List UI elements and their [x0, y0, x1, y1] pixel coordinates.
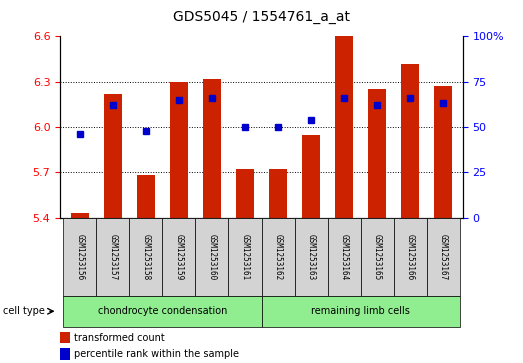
Text: GSM1253163: GSM1253163 [306, 234, 315, 280]
Text: cell type: cell type [3, 306, 44, 316]
Bar [262, 218, 294, 296]
Bar [96, 218, 130, 296]
Bar [71, 213, 89, 218]
Text: percentile rank within the sample: percentile rank within the sample [74, 349, 239, 359]
Bar [335, 36, 353, 218]
Bar [294, 218, 327, 296]
Bar [427, 218, 460, 296]
Bar [229, 218, 262, 296]
Text: transformed count: transformed count [74, 333, 165, 343]
Text: GDS5045 / 1554761_a_at: GDS5045 / 1554761_a_at [173, 9, 350, 24]
Bar [163, 218, 196, 296]
Text: GSM1253164: GSM1253164 [339, 234, 348, 280]
Bar [137, 175, 155, 218]
Text: GSM1253167: GSM1253167 [439, 234, 448, 280]
Text: GSM1253157: GSM1253157 [108, 234, 118, 280]
Text: GSM1253161: GSM1253161 [241, 234, 249, 280]
Text: remaining limb cells: remaining limb cells [311, 306, 410, 316]
Bar [196, 218, 229, 296]
Bar [60, 348, 70, 359]
Bar [130, 218, 163, 296]
Bar [401, 64, 419, 218]
Text: chondrocyte condensation: chondrocyte condensation [98, 306, 227, 316]
Bar [104, 94, 122, 218]
Bar [262, 296, 460, 327]
Text: GSM1253162: GSM1253162 [274, 234, 282, 280]
Text: GSM1253159: GSM1253159 [175, 234, 184, 280]
Bar [170, 82, 188, 218]
Bar [393, 218, 427, 296]
Bar [60, 332, 70, 343]
Bar [269, 170, 287, 218]
Bar [360, 218, 393, 296]
Bar [236, 170, 254, 218]
Text: GSM1253166: GSM1253166 [405, 234, 415, 280]
Text: GSM1253156: GSM1253156 [75, 234, 84, 280]
Text: GSM1253160: GSM1253160 [208, 234, 217, 280]
Bar [368, 89, 386, 218]
Bar [302, 135, 320, 218]
Bar [434, 86, 452, 218]
Text: GSM1253158: GSM1253158 [141, 234, 151, 280]
Bar [63, 296, 262, 327]
Bar [327, 218, 360, 296]
Bar [203, 79, 221, 218]
Bar [63, 218, 96, 296]
Text: GSM1253165: GSM1253165 [372, 234, 382, 280]
